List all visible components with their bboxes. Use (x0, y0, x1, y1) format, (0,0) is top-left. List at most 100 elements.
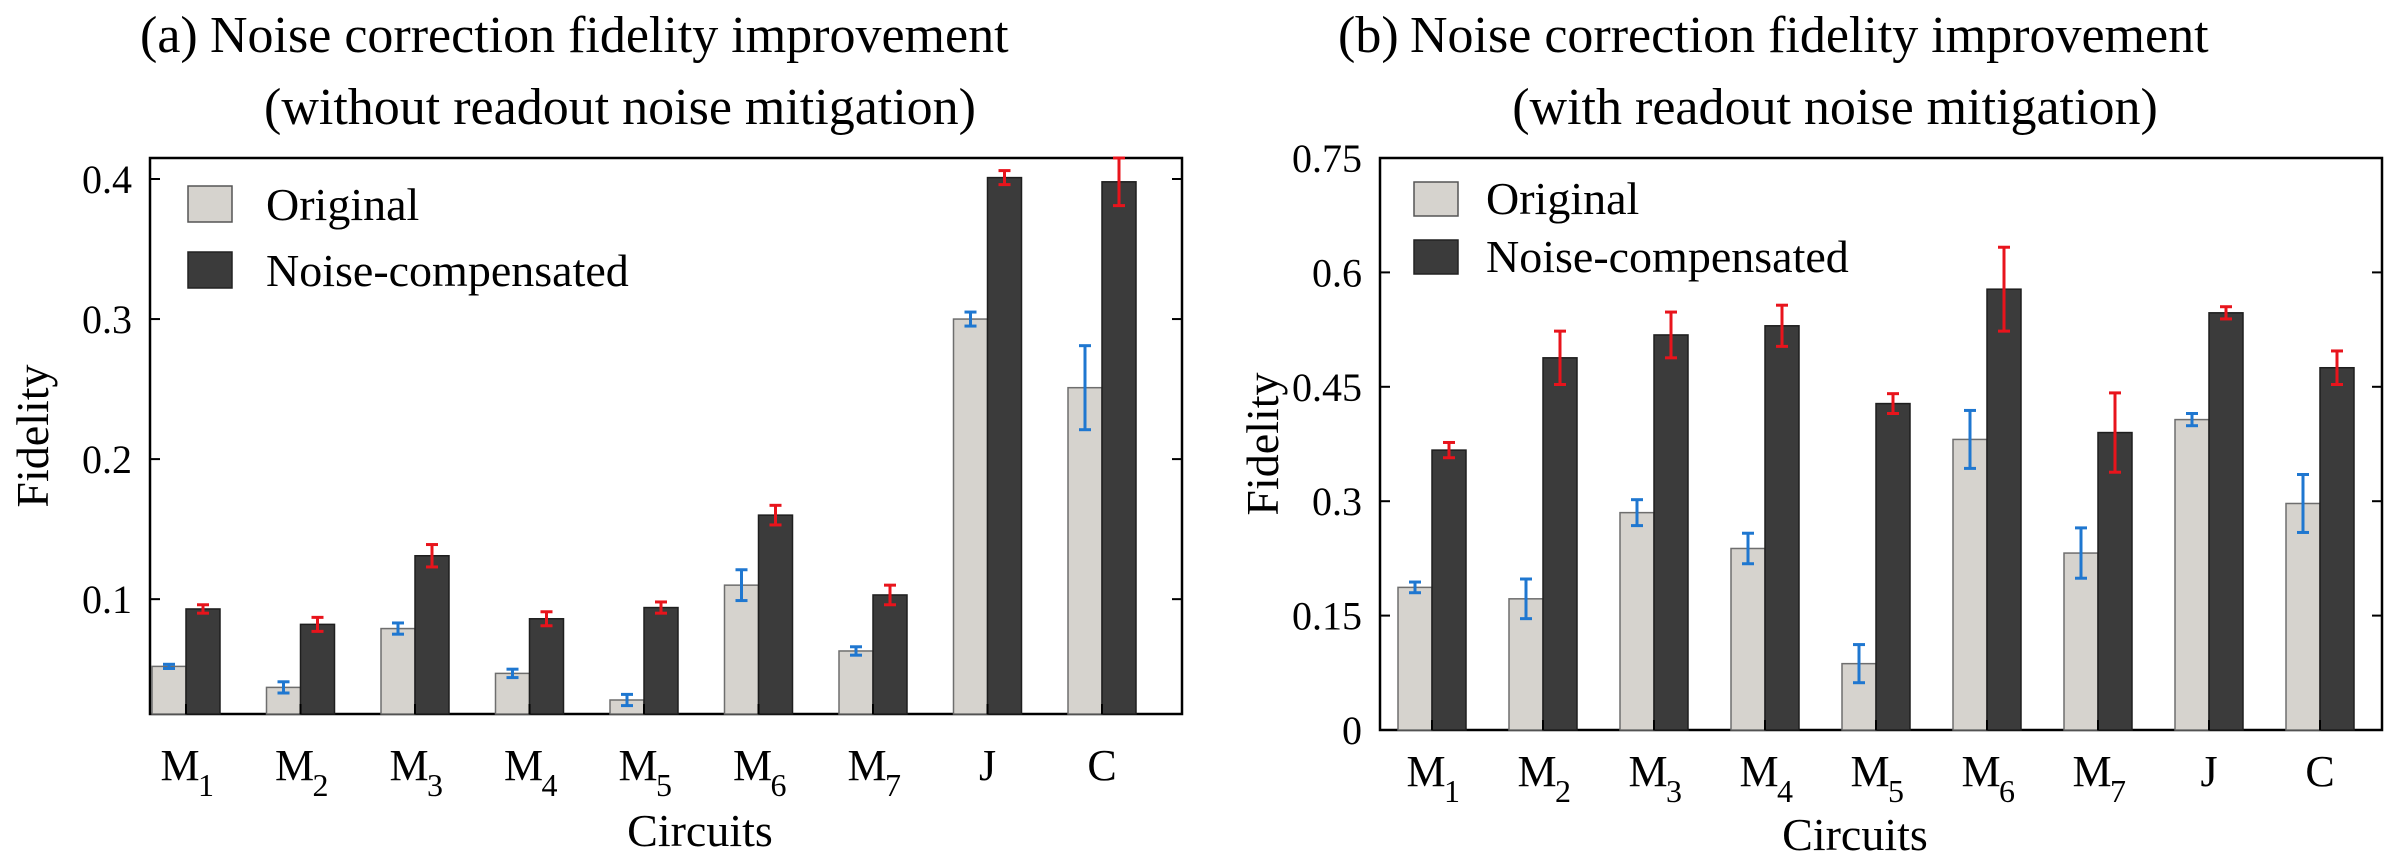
panel-b-legend-label-original: Original (1486, 173, 1639, 224)
x-tick-label: C (2305, 747, 2334, 796)
x-tick-label-subscript: 5 (656, 767, 672, 803)
y-tick-label: 0.6 (1312, 250, 1362, 295)
bar-original (1730, 547, 1766, 731)
bar-noise-compensated (1101, 181, 1137, 715)
bar-noise-compensated (299, 623, 336, 715)
x-tick-label-subscript: 4 (1777, 773, 1793, 809)
x-tick-label: M (1628, 747, 1667, 796)
x-tick-label: M (160, 741, 199, 790)
panel-b-title-line2: (with readout noise mitigation) (1512, 79, 2158, 136)
panel-a-title-line2: (without readout noise mitigation) (264, 79, 976, 136)
y-tick-label: 0.4 (82, 157, 132, 202)
x-tick-label: M (275, 741, 314, 790)
panel-a-error-bars (163, 156, 1125, 708)
bar-original (494, 672, 531, 715)
bar-noise-compensated (1986, 288, 2022, 731)
x-tick-label: M (1406, 747, 1445, 796)
y-tick-label: 0.3 (1312, 479, 1362, 524)
panel-b-legend-label-noise-compensated: Noise-compensated (1486, 231, 1849, 282)
panel-b-bars (1397, 288, 2355, 731)
bar-noise-compensated (1431, 449, 1467, 731)
bar-original (952, 318, 989, 715)
x-tick-label-subscript: 7 (885, 767, 901, 803)
panel-a-legend-label-noise-compensated: Noise-compensated (266, 245, 629, 296)
panel-a: (a) Noise correction fidelity improvemen… (7, 7, 1184, 856)
x-tick-label: J (979, 741, 996, 790)
x-tick-label-subscript: 2 (1555, 773, 1571, 809)
y-tick-label: 0.75 (1292, 136, 1362, 181)
x-tick-label-subscript: 3 (427, 767, 443, 803)
x-tick-label: M (1850, 747, 1889, 796)
bar-original (151, 665, 187, 715)
panel-b-legend-swatch-original (1413, 181, 1459, 217)
x-tick-label: M (2072, 747, 2111, 796)
bar-noise-compensated (414, 554, 450, 715)
x-tick-label: M (1739, 747, 1778, 796)
y-tick-label: 0.45 (1292, 365, 1362, 410)
x-tick-label: M (618, 741, 657, 790)
panel-a-x-label: Circuits (627, 805, 773, 856)
y-tick-label: 0 (1342, 708, 1362, 753)
x-tick-label-subscript: 3 (1666, 773, 1682, 809)
bar-original (1952, 438, 1988, 731)
x-tick-label: M (847, 741, 886, 790)
x-tick-label-subscript: 6 (771, 767, 787, 803)
x-tick-label-subscript: 1 (1444, 773, 1460, 809)
panel-b-error-bars (1409, 245, 2343, 685)
panel-a-y-label: Fidelity (7, 364, 58, 507)
panel-b-y-label: Fidelity (1237, 372, 1288, 515)
x-tick-label-subscript: 4 (542, 767, 558, 803)
panel-b-y-ticks: 0 0.15 0.3 0.45 0.6 0.75 (1292, 136, 2382, 753)
bar-noise-compensated (1764, 325, 1800, 731)
x-tick-label: M (1517, 747, 1556, 796)
x-tick-label-subscript: 7 (2110, 773, 2126, 809)
bar-original (2063, 552, 2099, 731)
bar-noise-compensated (643, 606, 679, 715)
bar-original (2285, 502, 2321, 731)
bar-original (1508, 598, 1544, 731)
panel-a-x-tick-labels: M1 M2 M3 M4 M5 M6 M7 J C (160, 704, 1117, 803)
x-tick-label-subscript: 2 (313, 767, 329, 803)
bar-noise-compensated (2097, 431, 2133, 731)
bar-noise-compensated (1875, 402, 1911, 731)
bar-noise-compensated (986, 176, 1023, 715)
bar-noise-compensated (1542, 357, 1578, 731)
panel-a-y-ticks: 0.1 0.2 0.3 0.4 (82, 157, 1182, 622)
x-tick-label-subscript: 6 (1999, 773, 2015, 809)
y-tick-label: 0.2 (82, 437, 132, 482)
bar-original (1619, 511, 1655, 731)
panel-a-title-line1: Noise correction fidelity improvement (210, 7, 1009, 64)
panel-a-bars (151, 176, 1137, 715)
panel-a-legend-label-original: Original (266, 179, 419, 230)
panel-a-legend: Original Noise-compensated (187, 179, 629, 296)
panel-b-title-line1: Noise correction fidelity improvement (1410, 7, 2209, 64)
bar-original (380, 627, 416, 715)
y-tick-label: 0.1 (82, 577, 132, 622)
panel-a-title-prefix: (a) (140, 7, 198, 64)
panel-b-title-prefix: (b) (1338, 7, 1399, 64)
bar-noise-compensated (1653, 334, 1689, 731)
panel-b-legend-swatch-noise-compensated (1413, 239, 1459, 275)
x-tick-label: M (389, 741, 428, 790)
panel-b-x-tick-labels: M1 M2 M3 M4 M5 M6 M7 J C (1406, 720, 2335, 809)
bar-noise-compensated (2319, 366, 2355, 731)
panel-b: (b) Noise correction fidelity improvemen… (1237, 7, 2384, 858)
bar-noise-compensated (757, 514, 794, 715)
x-tick-label: C (1087, 741, 1116, 790)
bar-noise-compensated (2208, 312, 2244, 731)
bar-original (1067, 386, 1103, 715)
panel-b-x-label: Circuits (1782, 809, 1928, 858)
bar-noise-compensated (185, 608, 221, 715)
y-tick-label: 0.3 (82, 297, 132, 342)
x-tick-label: M (733, 741, 772, 790)
bar-original (838, 650, 874, 715)
y-tick-label: 0.15 (1292, 594, 1362, 639)
x-tick-label: M (504, 741, 543, 790)
bar-original (723, 584, 760, 715)
bar-original (2174, 418, 2210, 731)
bar-noise-compensated (528, 618, 565, 715)
x-tick-label-subscript: 5 (1888, 773, 1904, 809)
panel-a-legend-swatch-original (187, 185, 233, 223)
x-tick-label: M (1961, 747, 2000, 796)
